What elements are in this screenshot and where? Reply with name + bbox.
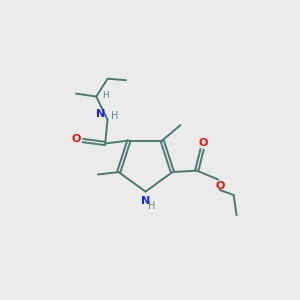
Text: N: N (96, 110, 106, 119)
Text: N: N (141, 196, 150, 206)
Text: O: O (216, 181, 225, 191)
Text: O: O (72, 134, 81, 144)
Text: H: H (111, 111, 119, 121)
Text: H: H (148, 201, 155, 211)
Text: O: O (199, 138, 208, 148)
Text: H: H (102, 91, 109, 100)
